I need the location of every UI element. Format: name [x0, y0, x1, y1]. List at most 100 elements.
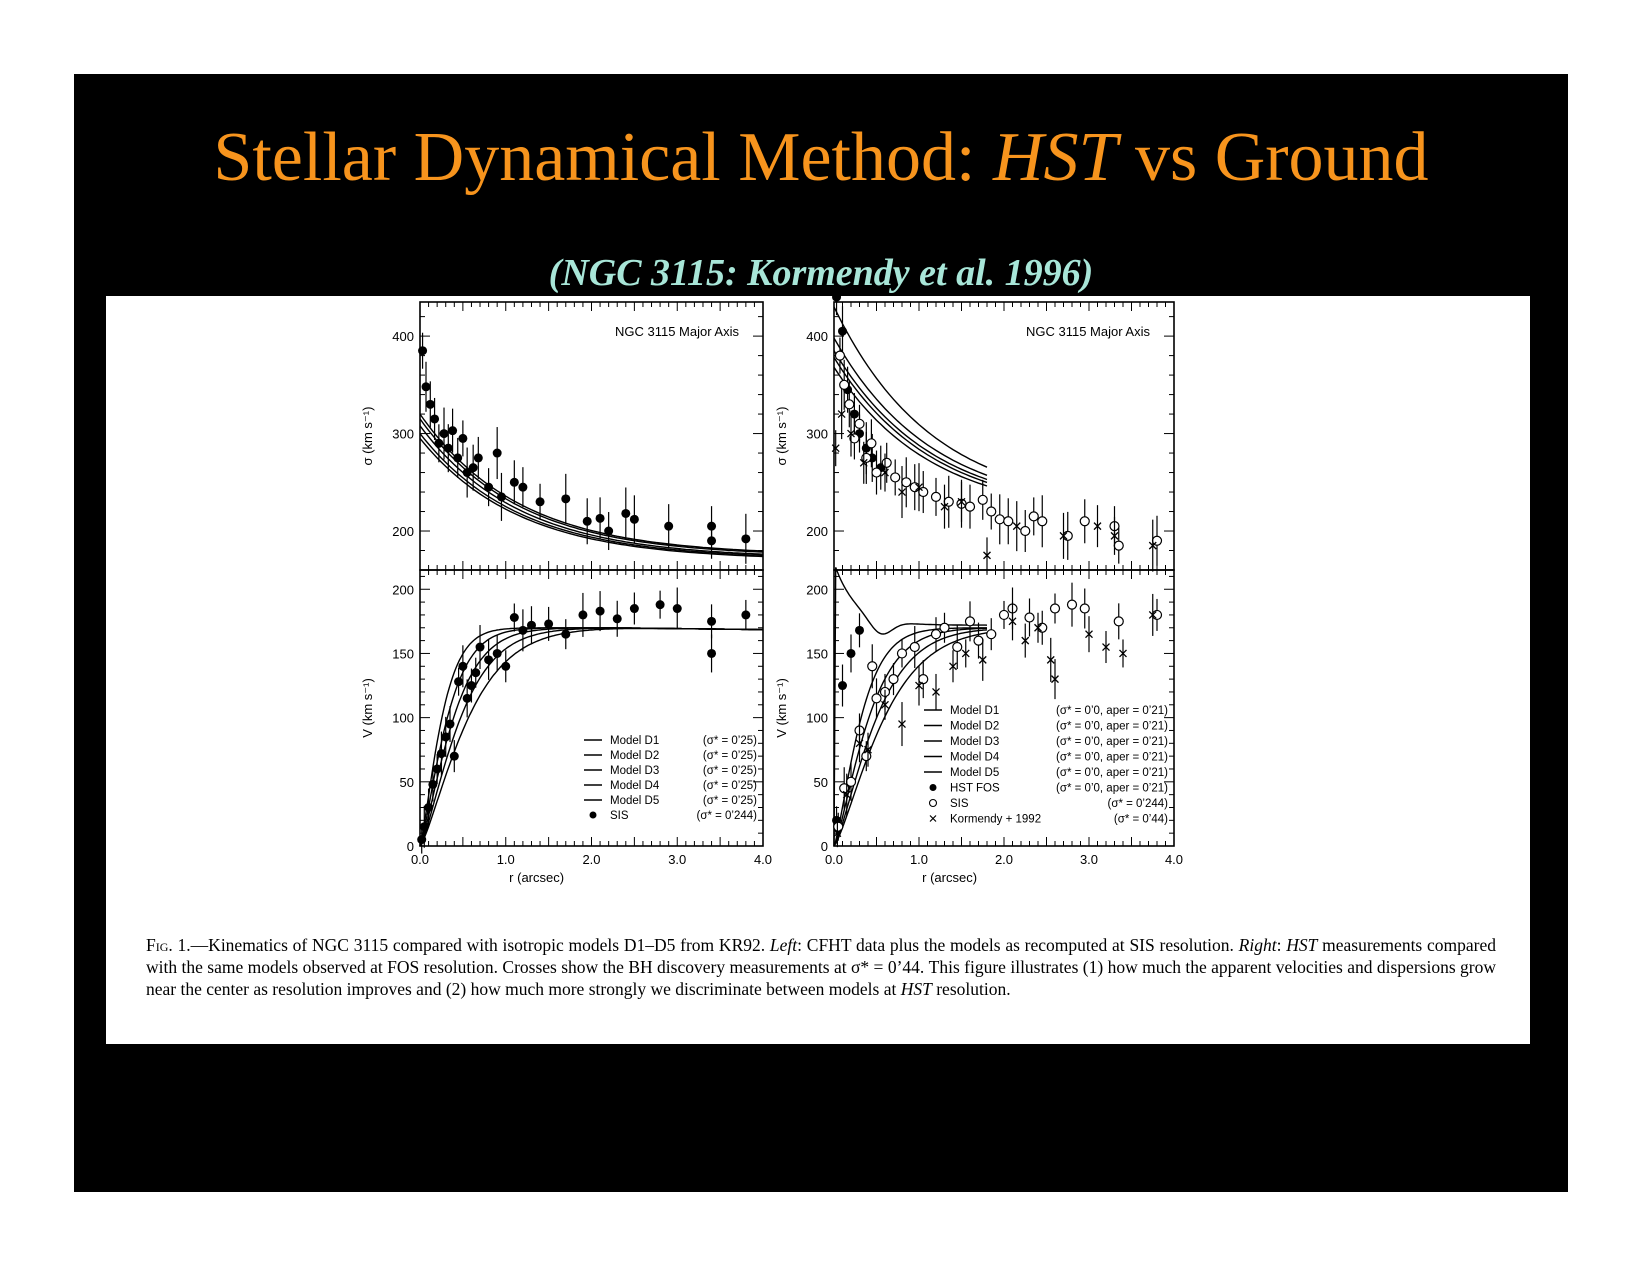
data-point-cross [881, 468, 889, 477]
data-point-open [854, 418, 865, 429]
y-tick-label: 400 [806, 329, 828, 344]
data-point-filled [443, 443, 453, 453]
data-point-cross [1059, 531, 1068, 540]
data-point-open [977, 494, 988, 505]
data-point-open [839, 379, 850, 390]
kinematics-plots: 200 300 400 NGC 3115 Major Axis σ (km s⁻¹) 0 5… [360, 296, 1183, 885]
data-point-cross [898, 720, 906, 729]
data-point-cross [978, 655, 987, 664]
legend-label: Model D1 [610, 735, 659, 747]
y-tick-label: 200 [392, 524, 414, 539]
data-point-filled [595, 606, 605, 616]
data-point-open [986, 629, 997, 640]
data-point-cross [932, 687, 940, 696]
data-point-open [998, 609, 1010, 621]
panel-left-bottom: 0 50 100 150 200 0.0 1.0 2.0 3.0 4.0 r (arcsec) V (… [360, 569, 772, 885]
data-point-open [1037, 516, 1048, 527]
legend-label: Model D2 [610, 750, 659, 762]
data-point-cross [1046, 655, 1055, 664]
data-point-cross [1085, 630, 1093, 639]
legend-sigma: (σ* = 0’25) [703, 795, 757, 807]
y-tick-label: 200 [806, 524, 828, 539]
model-curve [419, 437, 764, 558]
figure-caption: Fig. 1.—Kinematics of NGC 3115 compared … [146, 934, 1496, 1000]
data-point-filled [466, 681, 476, 691]
data-point-filled [432, 764, 442, 774]
legend-sigma: (σ* = 0’244) [1108, 798, 1169, 810]
data-point-filled [484, 655, 494, 665]
data-point-filled [418, 346, 428, 356]
model-curve [833, 306, 988, 468]
legend-sigma: (σ* = 0’25) [703, 765, 757, 777]
data-point-cross [949, 662, 957, 671]
data-point-filled [424, 802, 434, 812]
data-point-filled [832, 296, 842, 302]
model-curve [419, 425, 764, 555]
data-point-filled [629, 604, 639, 614]
data-point-filled [655, 600, 665, 610]
data-point-filled [604, 526, 614, 536]
caption-part: 1.—Kinematics of NGC 3115 compared with … [172, 935, 770, 955]
legend-sigma: (σ* = 0’0, aper = 0’21) [1056, 767, 1168, 779]
y-axis-label: σ (km s⁻¹) [774, 407, 789, 466]
legend-label: Model D3 [950, 736, 999, 748]
data-point-filled [612, 614, 622, 624]
y-axis-label: V (km s⁻¹) [360, 678, 375, 738]
caption-part: resolution. [931, 979, 1011, 999]
data-point-filled [707, 536, 717, 546]
data-point-cross [1008, 617, 1017, 626]
data-point-filled [449, 751, 459, 761]
data-point-open [1003, 516, 1014, 527]
model-curve [833, 350, 988, 481]
y-tick-label: 100 [392, 711, 414, 726]
data-point-open [939, 622, 950, 633]
data-point-cross [915, 483, 923, 492]
data-point-cross [859, 458, 868, 467]
model-curve [419, 413, 764, 552]
data-point-cross [1012, 522, 1021, 531]
slide: Stellar Dynamical Method: HST vs Ground … [74, 74, 1568, 1192]
data-point-open [964, 616, 976, 627]
data-point-filled [439, 429, 449, 439]
legend-sigma: (σ* = 0’0, aper = 0’21) [1056, 705, 1168, 717]
title-end: vs Ground [1117, 119, 1429, 196]
data-point-cross [1119, 649, 1127, 658]
data-point-filled [421, 382, 431, 392]
data-point-cross [1110, 531, 1119, 540]
data-point-open [871, 693, 882, 704]
y-tick-label: 300 [392, 427, 414, 442]
data-point-filled [664, 521, 674, 531]
data-point-open [890, 472, 901, 483]
data-point-open [1113, 540, 1124, 551]
data-point-cross [1051, 675, 1059, 684]
data-point-open [881, 457, 892, 468]
legend-label: Model D4 [610, 780, 660, 792]
model-curve [419, 433, 764, 557]
data-point-filled [518, 482, 528, 492]
data-point-cross [842, 790, 851, 799]
data-point-open [1062, 530, 1073, 541]
x-tick-label: 0.0 [411, 852, 429, 867]
data-point-filled [425, 399, 435, 409]
figure-panel: 200 300 400 NGC 3115 Major Axis σ (km s⁻¹) 0 5… [106, 296, 1530, 1044]
panel-frame [833, 301, 1175, 571]
legend-label: Model D4 [950, 752, 1000, 764]
y-tick-label: 400 [392, 329, 414, 344]
panel-right-bottom: 0 50 100 150 200 0.0 1.0 2.0 3.0 4.0 r (arcsec) V (… [774, 567, 1183, 885]
data-point-filled [561, 629, 571, 639]
x-tick-label: 3.0 [668, 852, 686, 867]
caption-part: : CFHT data plus the models as recompute… [797, 935, 1239, 955]
data-point-open [1020, 525, 1031, 537]
data-point-filled [741, 610, 751, 620]
model-curve [833, 337, 988, 476]
data-point-filled [526, 620, 536, 630]
caption-part: : [1276, 935, 1282, 955]
x-axis-label: r (arcsec) [509, 870, 564, 885]
data-point-cross [983, 551, 991, 560]
data-point-filled [492, 648, 502, 658]
data-point-cross [864, 745, 872, 754]
data-point-cross [1093, 522, 1102, 531]
y-axis-label: V (km s⁻¹) [774, 678, 789, 738]
legend-sigma: (σ* = 0’0, aper = 0’21) [1056, 752, 1168, 764]
caption-fig: Fig. [146, 935, 173, 955]
